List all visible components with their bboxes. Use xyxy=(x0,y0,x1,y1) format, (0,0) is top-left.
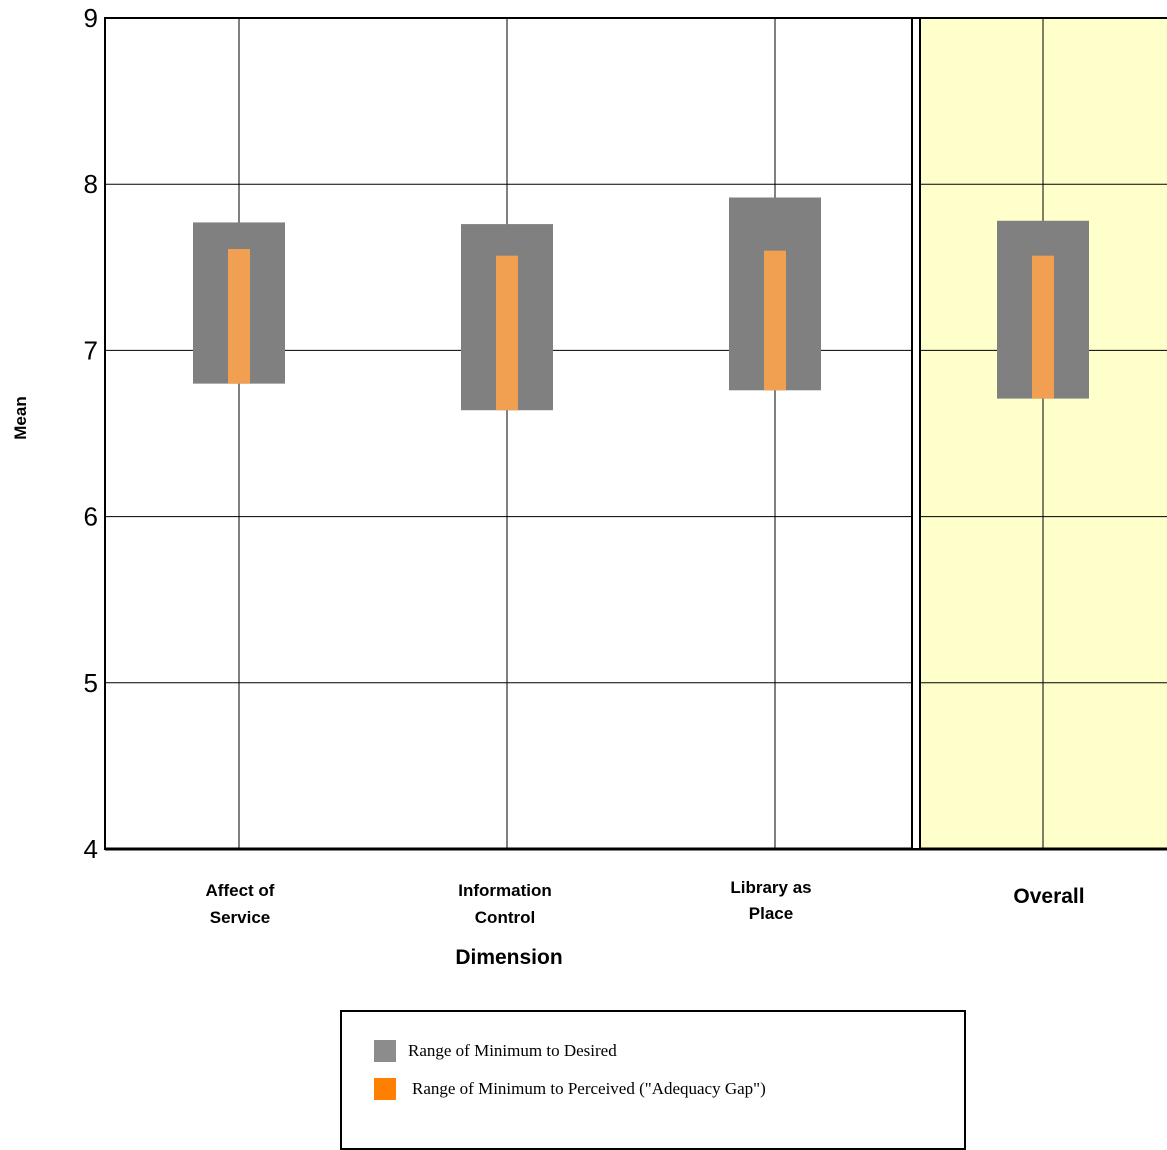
y-tick-label-8: 8 xyxy=(84,169,98,199)
y-tick-label-4: 4 xyxy=(84,834,98,864)
overall-highlight-region xyxy=(916,18,1167,849)
y-tick-label-9: 9 xyxy=(84,3,98,33)
y-tick-label-6: 6 xyxy=(84,502,98,532)
legend-swatch-desired xyxy=(374,1040,396,1062)
x-tick-label-0-1: Service xyxy=(210,908,271,927)
perceived-range-bar-0 xyxy=(228,249,250,384)
legend-label-desired: Range of Minimum to Desired xyxy=(408,1041,617,1061)
legend-swatch-perceived xyxy=(374,1078,396,1100)
x-tick-label-2-0: Library as xyxy=(730,878,811,897)
range-chart: 4 5 6 7 8 9 Affect of Service Information Control… xyxy=(0,0,1167,1010)
legend: Range of Minimum to Desired Range of Min… xyxy=(340,1010,966,1150)
legend-item-desired: Range of Minimum to Desired xyxy=(374,1040,617,1062)
perceived-range-bar-1 xyxy=(496,256,518,411)
x-tick-label-1-1: Control xyxy=(475,908,535,927)
legend-label-perceived: Range of Minimum to Perceived ("Adequacy… xyxy=(412,1079,766,1099)
legend-item-perceived: Range of Minimum to Perceived ("Adequacy… xyxy=(374,1078,766,1100)
perceived-range-bar-3 xyxy=(1032,256,1054,399)
y-tick-label-5: 5 xyxy=(84,668,98,698)
overall-separator xyxy=(912,18,920,849)
x-axis-title: Dimension xyxy=(455,946,562,969)
x-tick-label-3-0: Overall xyxy=(1013,885,1084,908)
x-tick-label-2-1: Place xyxy=(749,904,793,923)
x-tick-label-0-0: Affect of xyxy=(206,881,275,900)
y-axis-title: Mean xyxy=(11,396,30,439)
y-tick-label-7: 7 xyxy=(84,335,98,365)
x-tick-label-1-0: Information xyxy=(458,881,552,900)
perceived-range-bar-2 xyxy=(764,251,786,391)
